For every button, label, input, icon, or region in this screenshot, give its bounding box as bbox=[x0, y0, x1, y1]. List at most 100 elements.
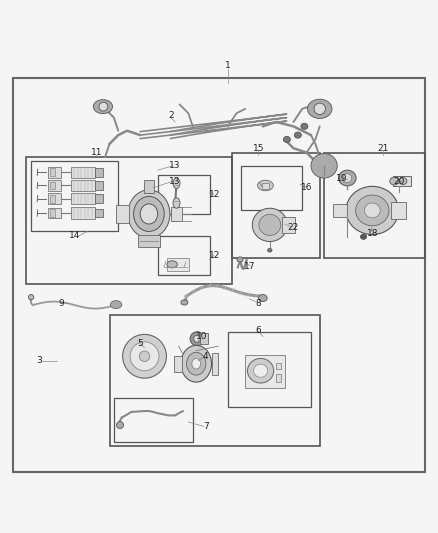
Ellipse shape bbox=[254, 364, 268, 377]
Text: 8: 8 bbox=[255, 299, 261, 308]
Ellipse shape bbox=[399, 177, 407, 184]
Ellipse shape bbox=[28, 295, 34, 300]
Text: 17: 17 bbox=[244, 262, 255, 271]
Text: 12: 12 bbox=[209, 190, 220, 199]
Bar bbox=[31, 161, 118, 231]
Text: 9: 9 bbox=[58, 299, 64, 308]
Bar bbox=[95, 209, 103, 217]
Bar bbox=[391, 201, 406, 219]
Ellipse shape bbox=[167, 261, 177, 268]
Ellipse shape bbox=[356, 195, 389, 226]
Bar bbox=[245, 356, 285, 388]
Text: 16: 16 bbox=[301, 183, 312, 192]
Bar bbox=[71, 167, 95, 178]
Ellipse shape bbox=[339, 170, 356, 186]
Bar bbox=[48, 208, 61, 219]
Ellipse shape bbox=[139, 351, 150, 361]
Ellipse shape bbox=[181, 300, 188, 305]
Bar bbox=[95, 181, 103, 190]
Text: 22: 22 bbox=[288, 223, 299, 231]
Ellipse shape bbox=[314, 103, 325, 115]
Bar bbox=[50, 182, 55, 189]
Bar bbox=[48, 193, 61, 204]
Ellipse shape bbox=[128, 190, 170, 238]
Ellipse shape bbox=[307, 99, 332, 118]
Ellipse shape bbox=[283, 136, 290, 142]
Text: 14: 14 bbox=[69, 231, 80, 240]
Ellipse shape bbox=[360, 234, 367, 239]
Ellipse shape bbox=[123, 334, 166, 378]
Ellipse shape bbox=[343, 174, 352, 182]
Text: 13: 13 bbox=[170, 176, 181, 185]
Bar bbox=[50, 168, 55, 176]
Bar bbox=[144, 180, 154, 193]
Bar bbox=[158, 236, 210, 275]
Bar bbox=[200, 333, 208, 344]
Bar bbox=[171, 207, 182, 221]
Bar bbox=[241, 166, 302, 209]
Bar bbox=[71, 207, 95, 219]
Text: 11: 11 bbox=[91, 148, 102, 157]
Bar bbox=[95, 194, 103, 203]
Bar bbox=[212, 353, 218, 375]
Bar bbox=[114, 398, 193, 442]
Bar bbox=[174, 356, 182, 372]
Ellipse shape bbox=[268, 248, 272, 252]
Ellipse shape bbox=[258, 295, 267, 302]
Text: 3: 3 bbox=[36, 356, 42, 365]
Bar bbox=[95, 168, 103, 177]
Text: 1: 1 bbox=[225, 61, 231, 70]
Text: 15: 15 bbox=[253, 144, 264, 153]
Bar bbox=[282, 217, 295, 233]
Text: 19: 19 bbox=[336, 174, 347, 183]
Text: 10: 10 bbox=[196, 332, 207, 341]
Bar bbox=[276, 364, 281, 368]
Ellipse shape bbox=[194, 335, 201, 342]
Bar bbox=[333, 204, 347, 217]
Text: 6: 6 bbox=[255, 326, 261, 335]
Text: 4: 4 bbox=[203, 352, 208, 361]
Ellipse shape bbox=[130, 342, 159, 371]
Text: 12: 12 bbox=[209, 251, 220, 260]
Bar bbox=[71, 193, 95, 204]
Ellipse shape bbox=[252, 208, 287, 241]
Bar bbox=[228, 332, 311, 407]
Ellipse shape bbox=[93, 100, 113, 114]
Bar bbox=[50, 195, 55, 203]
Bar bbox=[138, 235, 160, 247]
Ellipse shape bbox=[99, 102, 108, 111]
Bar bbox=[324, 152, 425, 258]
Text: 2: 2 bbox=[168, 111, 173, 120]
Text: 18: 18 bbox=[367, 229, 378, 238]
Ellipse shape bbox=[247, 359, 274, 383]
Bar bbox=[158, 174, 210, 214]
Ellipse shape bbox=[259, 214, 281, 236]
Bar bbox=[276, 374, 281, 382]
Bar bbox=[71, 180, 95, 191]
Ellipse shape bbox=[173, 178, 180, 189]
Text: 7: 7 bbox=[203, 422, 209, 431]
Ellipse shape bbox=[346, 187, 399, 235]
Bar bbox=[110, 314, 320, 446]
Bar bbox=[48, 180, 61, 191]
Ellipse shape bbox=[190, 332, 204, 346]
Ellipse shape bbox=[173, 198, 180, 208]
Ellipse shape bbox=[364, 203, 380, 218]
Ellipse shape bbox=[181, 345, 212, 382]
Ellipse shape bbox=[110, 301, 122, 309]
Ellipse shape bbox=[192, 359, 201, 369]
Text: 13: 13 bbox=[170, 161, 181, 170]
Text: 21: 21 bbox=[378, 144, 389, 153]
Text: 5: 5 bbox=[137, 338, 143, 348]
Ellipse shape bbox=[390, 177, 399, 185]
Bar bbox=[26, 157, 232, 284]
Text: 20: 20 bbox=[393, 176, 404, 185]
Ellipse shape bbox=[258, 180, 273, 191]
Bar bbox=[262, 183, 269, 189]
Bar bbox=[50, 209, 55, 217]
Ellipse shape bbox=[134, 197, 164, 231]
Ellipse shape bbox=[294, 132, 301, 138]
Ellipse shape bbox=[301, 123, 308, 130]
Ellipse shape bbox=[117, 422, 124, 429]
Bar bbox=[167, 258, 189, 271]
